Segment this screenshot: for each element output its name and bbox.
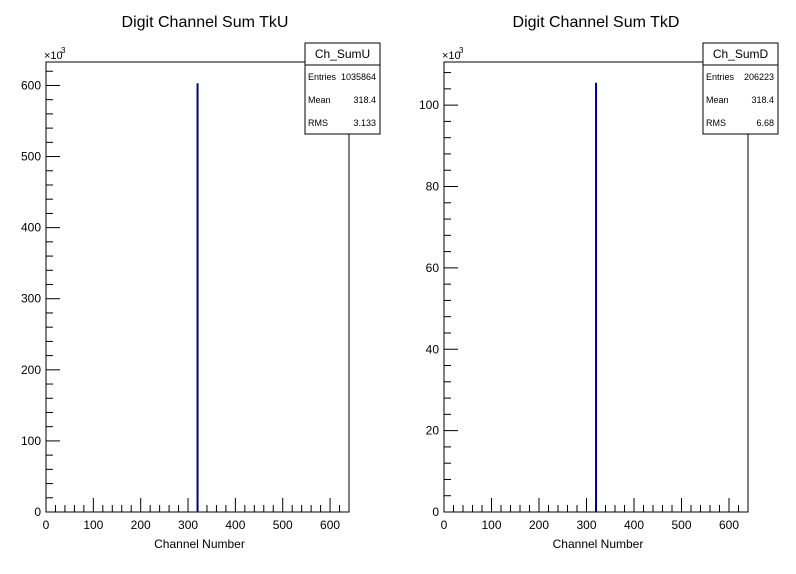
x-tick-label: 600 [719, 518, 739, 532]
y-tick-label: 80 [426, 180, 440, 194]
stats-row-value: 318.4 [751, 95, 774, 105]
x-tick-label: 0 [43, 518, 50, 532]
y-tick-label: 0 [432, 505, 439, 519]
x-axis-label: Channel Number [154, 537, 245, 551]
stats-row-label: RMS [308, 118, 328, 128]
stats-row-label: Entries [308, 72, 337, 82]
stats-box-name: Ch_SumU [315, 47, 370, 61]
y-tick-label: 0 [34, 505, 41, 519]
x-tick-label: 200 [131, 518, 151, 532]
x-tick-label: 0 [441, 518, 448, 532]
y-multiplier: ×10 [44, 50, 63, 62]
stats-row-label: RMS [706, 118, 726, 128]
y-tick-label: 40 [426, 342, 440, 356]
stats-row-value: 1035864 [341, 72, 376, 82]
histogram-bin [196, 83, 199, 512]
y-tick-label: 60 [426, 261, 440, 275]
x-tick-label: 400 [624, 518, 644, 532]
y-tick-label: 100 [21, 434, 41, 448]
y-tick-label: 100 [419, 98, 439, 112]
stats-row-value: 3.133 [353, 118, 376, 128]
x-tick-label: 400 [225, 518, 245, 532]
chart-title: Digit Channel Sum TkD [513, 14, 680, 31]
stats-row-value: 206223 [744, 72, 774, 82]
stats-box [304, 42, 381, 135]
x-tick-label: 300 [178, 518, 198, 532]
y-tick-label: 20 [426, 424, 440, 438]
x-axis-label: Channel Number [553, 537, 644, 551]
x-tick-label: 600 [320, 518, 340, 532]
x-tick-label: 100 [83, 518, 103, 532]
x-tick-label: 100 [481, 518, 501, 532]
y-tick-label: 600 [21, 78, 41, 92]
y-tick-label: 300 [21, 292, 41, 306]
x-tick-label: 300 [576, 518, 596, 532]
x-tick-label: 200 [529, 518, 549, 532]
y-tick-label: 400 [21, 221, 41, 235]
x-tick-label: 500 [671, 518, 691, 532]
y-tick-label: 500 [21, 150, 41, 164]
y-multiplier-exponent: 3 [459, 46, 464, 55]
stats-row-label: Entries [706, 72, 735, 82]
stats-row-label: Mean [706, 95, 729, 105]
pad-left: Digit Channel Sum TkU 0 100 200 300 400 500 600… [21, 14, 381, 551]
chart-title: Digit Channel Sum TkU [122, 14, 289, 31]
y-tick-label: 200 [21, 363, 41, 377]
y-multiplier-exponent: 3 [61, 46, 66, 55]
stats-box-name: Ch_SumD [713, 47, 769, 61]
stats-row-value: 318.4 [353, 95, 376, 105]
x-tick-label: 500 [273, 518, 293, 532]
y-multiplier: ×10 [442, 50, 461, 62]
stats-row-label: Mean [308, 95, 331, 105]
stats-row-value: 6.68 [756, 118, 774, 128]
histogram-bin [595, 82, 598, 512]
stats-box [702, 42, 779, 135]
